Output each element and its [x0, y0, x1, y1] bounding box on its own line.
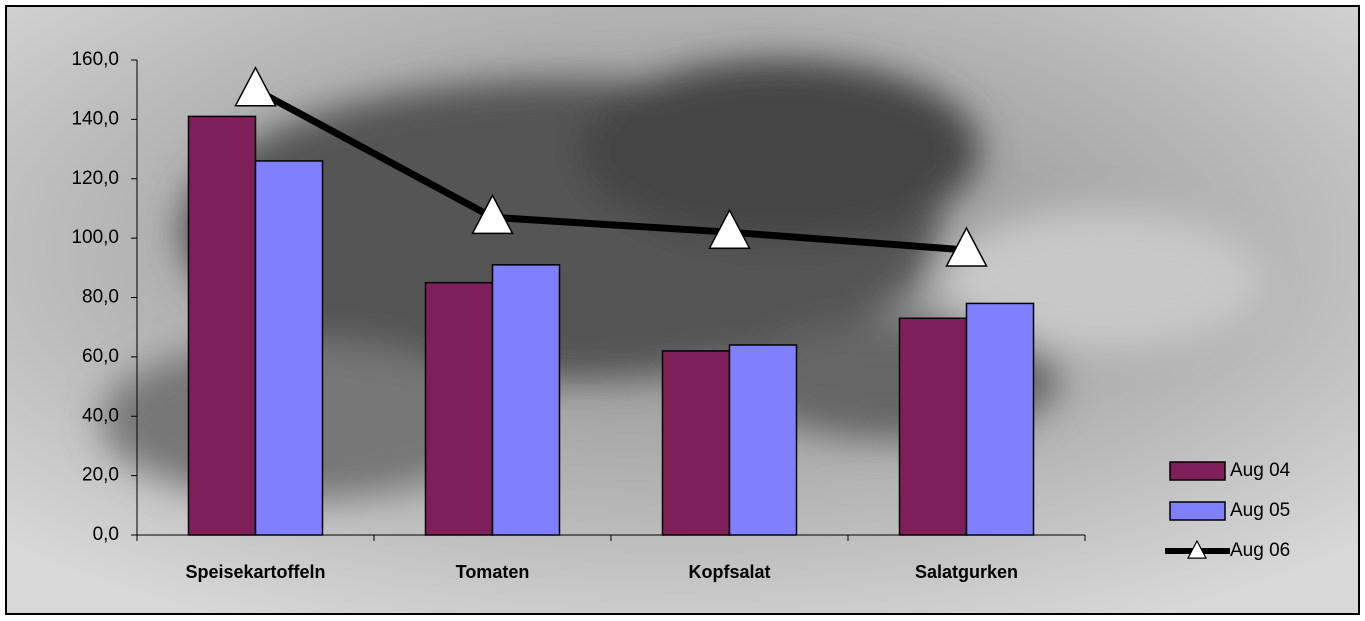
x-tick-label: Salatgurken: [915, 562, 1018, 582]
y-tick-label: 160,0: [71, 49, 119, 70]
legend-label: Aug 04: [1230, 460, 1291, 481]
bar: [256, 161, 323, 535]
y-tick-label: 0,0: [93, 524, 119, 545]
y-tick-label: 120,0: [71, 168, 119, 189]
bar: [189, 116, 256, 535]
x-tick-label: Kopfsalat: [688, 562, 770, 582]
legend-label: Aug 05: [1230, 500, 1290, 521]
y-tick-label: 100,0: [71, 227, 119, 248]
x-tick-label: Tomaten: [456, 562, 530, 582]
page: 0,0 20,0 40,0 60,0 80,0 100,0 120,0 140,0 160,0 S…: [0, 0, 1365, 621]
y-tick-label: 80,0: [82, 287, 119, 308]
y-tick-label: 140,0: [71, 108, 119, 129]
bar: [730, 345, 797, 535]
legend-swatch: [1170, 462, 1225, 480]
bar: [900, 318, 967, 535]
bar: [967, 303, 1034, 535]
bar: [493, 265, 560, 535]
y-tick-label: 20,0: [82, 465, 119, 486]
x-tick-label: Speisekartoffeln: [185, 562, 325, 582]
legend-swatch: [1170, 502, 1225, 520]
bar: [426, 283, 493, 535]
legend-label: Aug 06: [1230, 540, 1290, 561]
y-tick-label: 40,0: [82, 405, 119, 426]
y-tick-label: 60,0: [82, 346, 119, 367]
chart: 0,0 20,0 40,0 60,0 80,0 100,0 120,0 140,0 160,0 S…: [0, 0, 1365, 621]
bar: [663, 351, 730, 535]
